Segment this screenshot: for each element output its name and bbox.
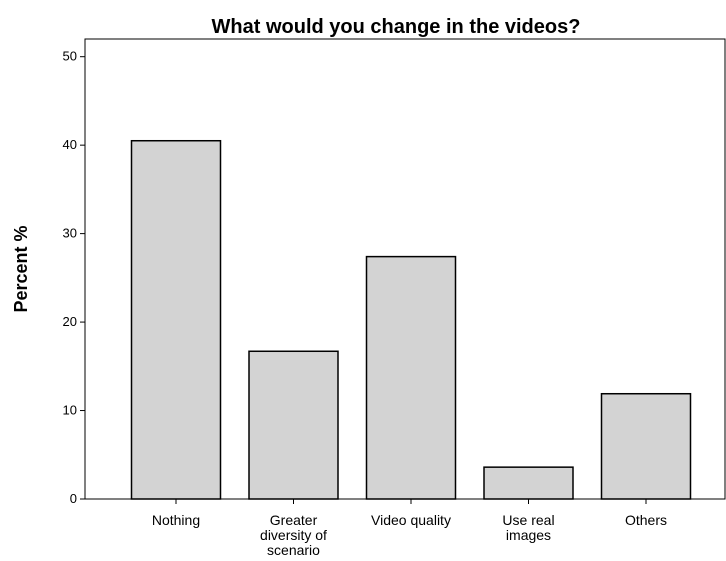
- x-tick-label: Others: [625, 512, 667, 528]
- chart-title: What would you change in the videos?: [212, 16, 581, 38]
- bars: [130, 139, 692, 500]
- y-tick-label: 20: [63, 314, 77, 329]
- x-tick-label: Greater diversity of scenario: [260, 512, 327, 558]
- x-tick-label: Use real images: [502, 512, 554, 543]
- bar: [600, 392, 692, 500]
- y-axis-label: Percent %: [11, 225, 31, 312]
- y-tick-label: 0: [70, 491, 77, 506]
- bar: [483, 466, 574, 500]
- y-tick-label: 30: [63, 226, 77, 241]
- y-tick-label: 10: [63, 403, 77, 418]
- y-axis: 0 10 20 30 40 50: [63, 49, 85, 506]
- x-axis: Nothing Greater diversity of scenario Video …: [152, 499, 667, 558]
- bar: [130, 139, 222, 500]
- y-tick-label: 50: [63, 49, 77, 64]
- y-tick-label: 40: [63, 137, 77, 152]
- x-tick-label: Nothing: [152, 512, 200, 528]
- x-tick-label: Video quality: [371, 512, 451, 528]
- bar: [248, 350, 339, 500]
- bar: [365, 255, 457, 500]
